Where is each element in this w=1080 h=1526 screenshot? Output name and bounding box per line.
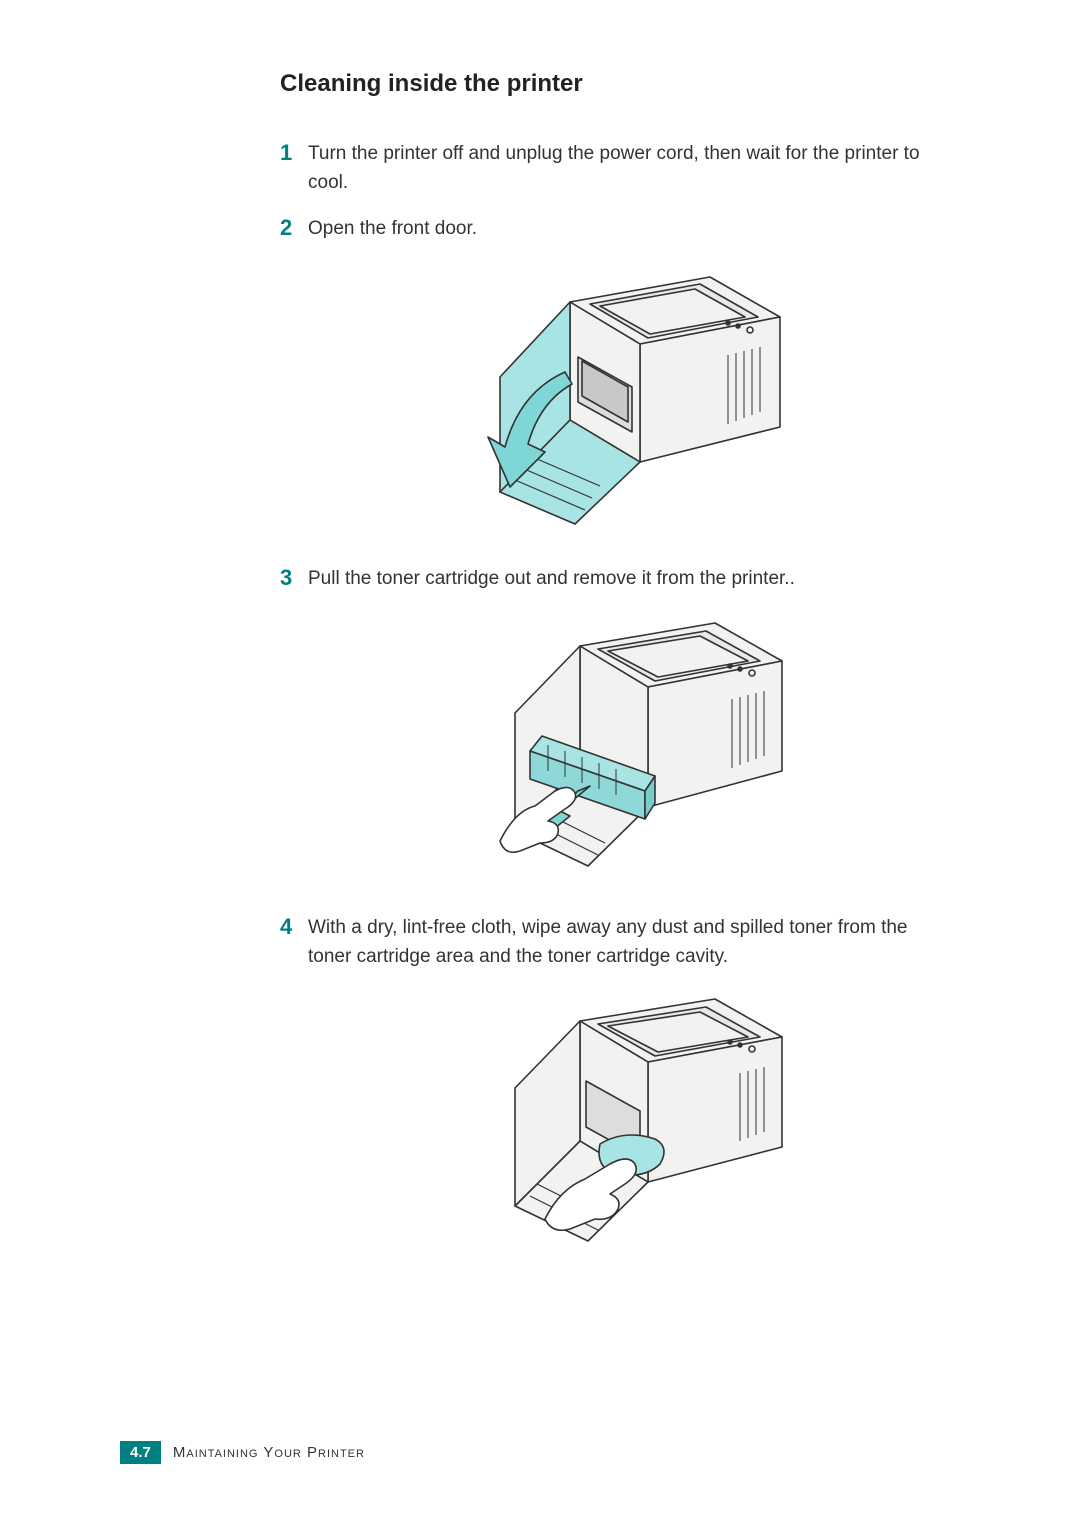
- page-number-badge: 4.7: [120, 1441, 161, 1464]
- step-number: 3: [280, 565, 308, 591]
- page-footer: 4.7 Maintaining Your Printer: [120, 1441, 365, 1464]
- illustration-open-door: [280, 262, 980, 537]
- footer-section-title: Maintaining Your Printer: [173, 1444, 365, 1461]
- step-number: 4: [280, 914, 308, 940]
- step-1: 1 Turn the printer off and unplug the po…: [280, 140, 980, 197]
- step-2: 2 Open the front door.: [280, 215, 980, 244]
- illustration-remove-cartridge: [280, 611, 980, 886]
- section-heading: Cleaning inside the printer: [280, 70, 980, 98]
- step-text: Turn the printer off and unplug the powe…: [308, 140, 928, 197]
- illustration-wipe-toner: [280, 989, 980, 1259]
- step-3: 3 Pull the toner cartridge out and remov…: [280, 565, 980, 594]
- steps-list: 1 Turn the printer off and unplug the po…: [280, 140, 980, 1259]
- step-text: With a dry, lint-free cloth, wipe away a…: [308, 914, 928, 971]
- step-text: Pull the toner cartridge out and remove …: [308, 565, 795, 594]
- step-4: 4 With a dry, lint-free cloth, wipe away…: [280, 914, 980, 971]
- step-number: 1: [280, 140, 308, 166]
- step-text: Open the front door.: [308, 215, 477, 244]
- step-number: 2: [280, 215, 308, 241]
